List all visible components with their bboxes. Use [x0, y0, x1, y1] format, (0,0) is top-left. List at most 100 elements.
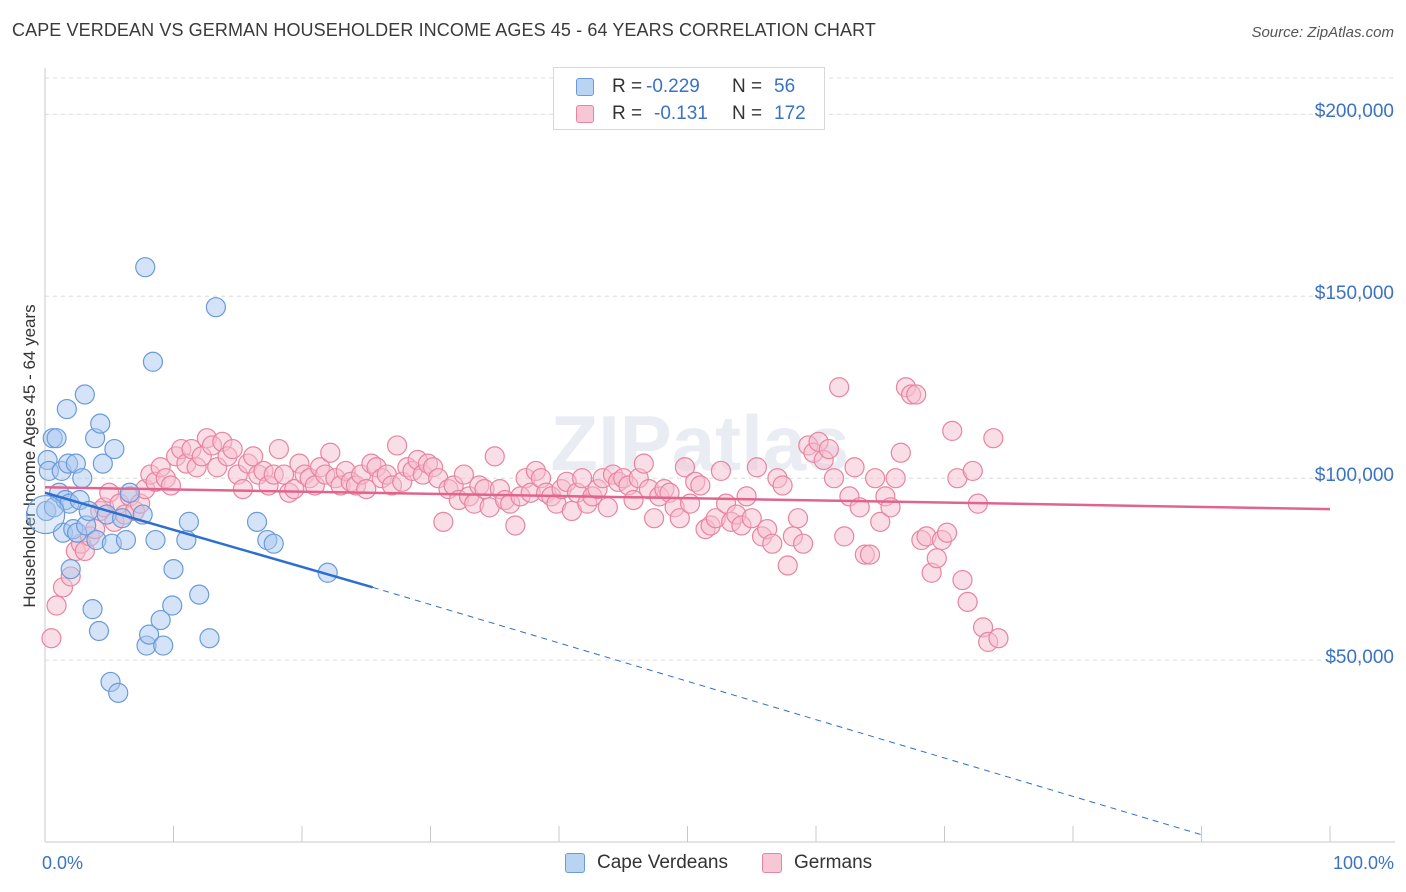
german-point	[284, 479, 305, 500]
germans-trend-line	[44, 486, 1331, 511]
german-point	[41, 628, 62, 649]
cape-verdean-point	[246, 511, 268, 532]
german-point	[690, 475, 711, 496]
n-label: N =	[732, 103, 763, 124]
cape-verdean-point	[46, 428, 67, 449]
german-point	[623, 489, 644, 511]
r-value: -0.131	[654, 103, 708, 124]
cape-verdeans-trend-line	[44, 491, 374, 589]
german-point	[643, 508, 665, 529]
cape-verdean-point	[72, 468, 93, 489]
german-point	[823, 468, 845, 489]
german-point	[870, 511, 891, 532]
german-point	[988, 628, 1009, 649]
german-point	[320, 442, 341, 463]
german-point	[762, 533, 783, 554]
german-point	[829, 377, 850, 398]
german-point	[386, 435, 408, 456]
legend-swatch-blue	[565, 853, 585, 873]
cape-verdean-point	[135, 257, 156, 278]
cape-verdean-point	[263, 533, 284, 554]
german-point	[777, 555, 798, 576]
cape-verdean-point	[189, 584, 210, 605]
cape-verdean-point	[138, 624, 160, 645]
german-point	[710, 460, 732, 482]
german-point	[160, 475, 182, 496]
german-point	[818, 438, 839, 460]
y-tick-label-50000: $50,000	[1325, 647, 1394, 669]
cape-verdean-point	[178, 511, 200, 532]
legend-swatch-blue	[576, 78, 594, 96]
german-point	[957, 591, 978, 612]
y-tick-label-200000: $200,000	[1314, 101, 1394, 123]
cape-verdean-point	[199, 628, 220, 649]
series-germans	[41, 377, 1009, 653]
german-point	[46, 595, 67, 616]
series-cape-verdeans	[26, 257, 338, 703]
german-point	[232, 479, 253, 500]
cape-verdean-point	[119, 482, 140, 503]
german-point	[772, 475, 793, 496]
cape-verdean-point	[153, 635, 174, 656]
german-point	[674, 457, 696, 478]
german-point	[268, 438, 289, 460]
german-point	[746, 457, 767, 478]
stats-legend: R = -0.229 N = 56 R = -0.131 N = 172	[553, 67, 825, 130]
german-point	[741, 508, 762, 529]
legend-label: Germans	[794, 852, 873, 873]
cape-verdean-point	[115, 529, 137, 551]
y-tick-label-100000: $100,000	[1314, 465, 1394, 487]
german-point	[926, 548, 947, 569]
cape-verdeans-trend-extension	[372, 586, 1202, 836]
cape-verdean-point	[142, 351, 164, 372]
german-point	[633, 453, 654, 474]
cape-verdean-point	[145, 529, 166, 551]
legend-label: Cape Verdeans	[597, 852, 728, 873]
cape-verdean-point	[60, 559, 81, 580]
german-point	[222, 438, 243, 460]
german-point	[962, 460, 983, 482]
german-point	[484, 446, 505, 467]
german-point	[952, 569, 973, 591]
german-point	[906, 384, 927, 405]
x-tick-label-max: 100.0%	[1332, 853, 1394, 873]
cape-verdean-point	[56, 398, 77, 420]
cape-verdean-point	[163, 559, 184, 580]
r-label: R =	[612, 103, 643, 124]
y-tick-label-150000: $150,000	[1314, 283, 1394, 305]
german-point	[859, 544, 881, 565]
legend-swatch-pink	[576, 105, 594, 123]
german-point	[983, 428, 1004, 449]
german-point	[793, 533, 814, 554]
german-point	[834, 526, 855, 547]
german-point	[453, 464, 475, 485]
legend-swatch-pink	[762, 853, 782, 873]
german-point	[505, 515, 526, 536]
cape-verdean-point	[74, 384, 95, 405]
x-tick-label-min: 0.0%	[42, 853, 84, 873]
chart-title: CAPE VERDEAN VS GERMAN HOUSEHOLDER INCOM…	[12, 20, 877, 40]
german-point	[736, 486, 757, 507]
data-points	[26, 257, 1009, 703]
german-point	[597, 497, 618, 518]
cape-verdean-point	[90, 413, 111, 434]
german-point	[787, 508, 809, 529]
german-point	[572, 468, 593, 489]
cape-verdean-point	[108, 682, 129, 703]
german-point	[936, 522, 958, 543]
r-label: R =	[612, 76, 643, 97]
n-label: N =	[732, 76, 763, 97]
cape-verdean-point	[162, 595, 183, 616]
cape-verdean-point	[92, 453, 113, 474]
r-value: -0.229	[646, 76, 700, 97]
german-point	[844, 457, 865, 478]
cape-verdean-point	[150, 609, 171, 631]
german-point	[885, 468, 906, 489]
german-point	[669, 508, 690, 529]
trend-lines	[44, 486, 1331, 836]
cape-verdean-point	[205, 297, 227, 318]
source-label: Source: ZipAtlas.com	[1251, 24, 1394, 41]
gridlines	[45, 77, 1395, 661]
german-point	[890, 442, 911, 463]
